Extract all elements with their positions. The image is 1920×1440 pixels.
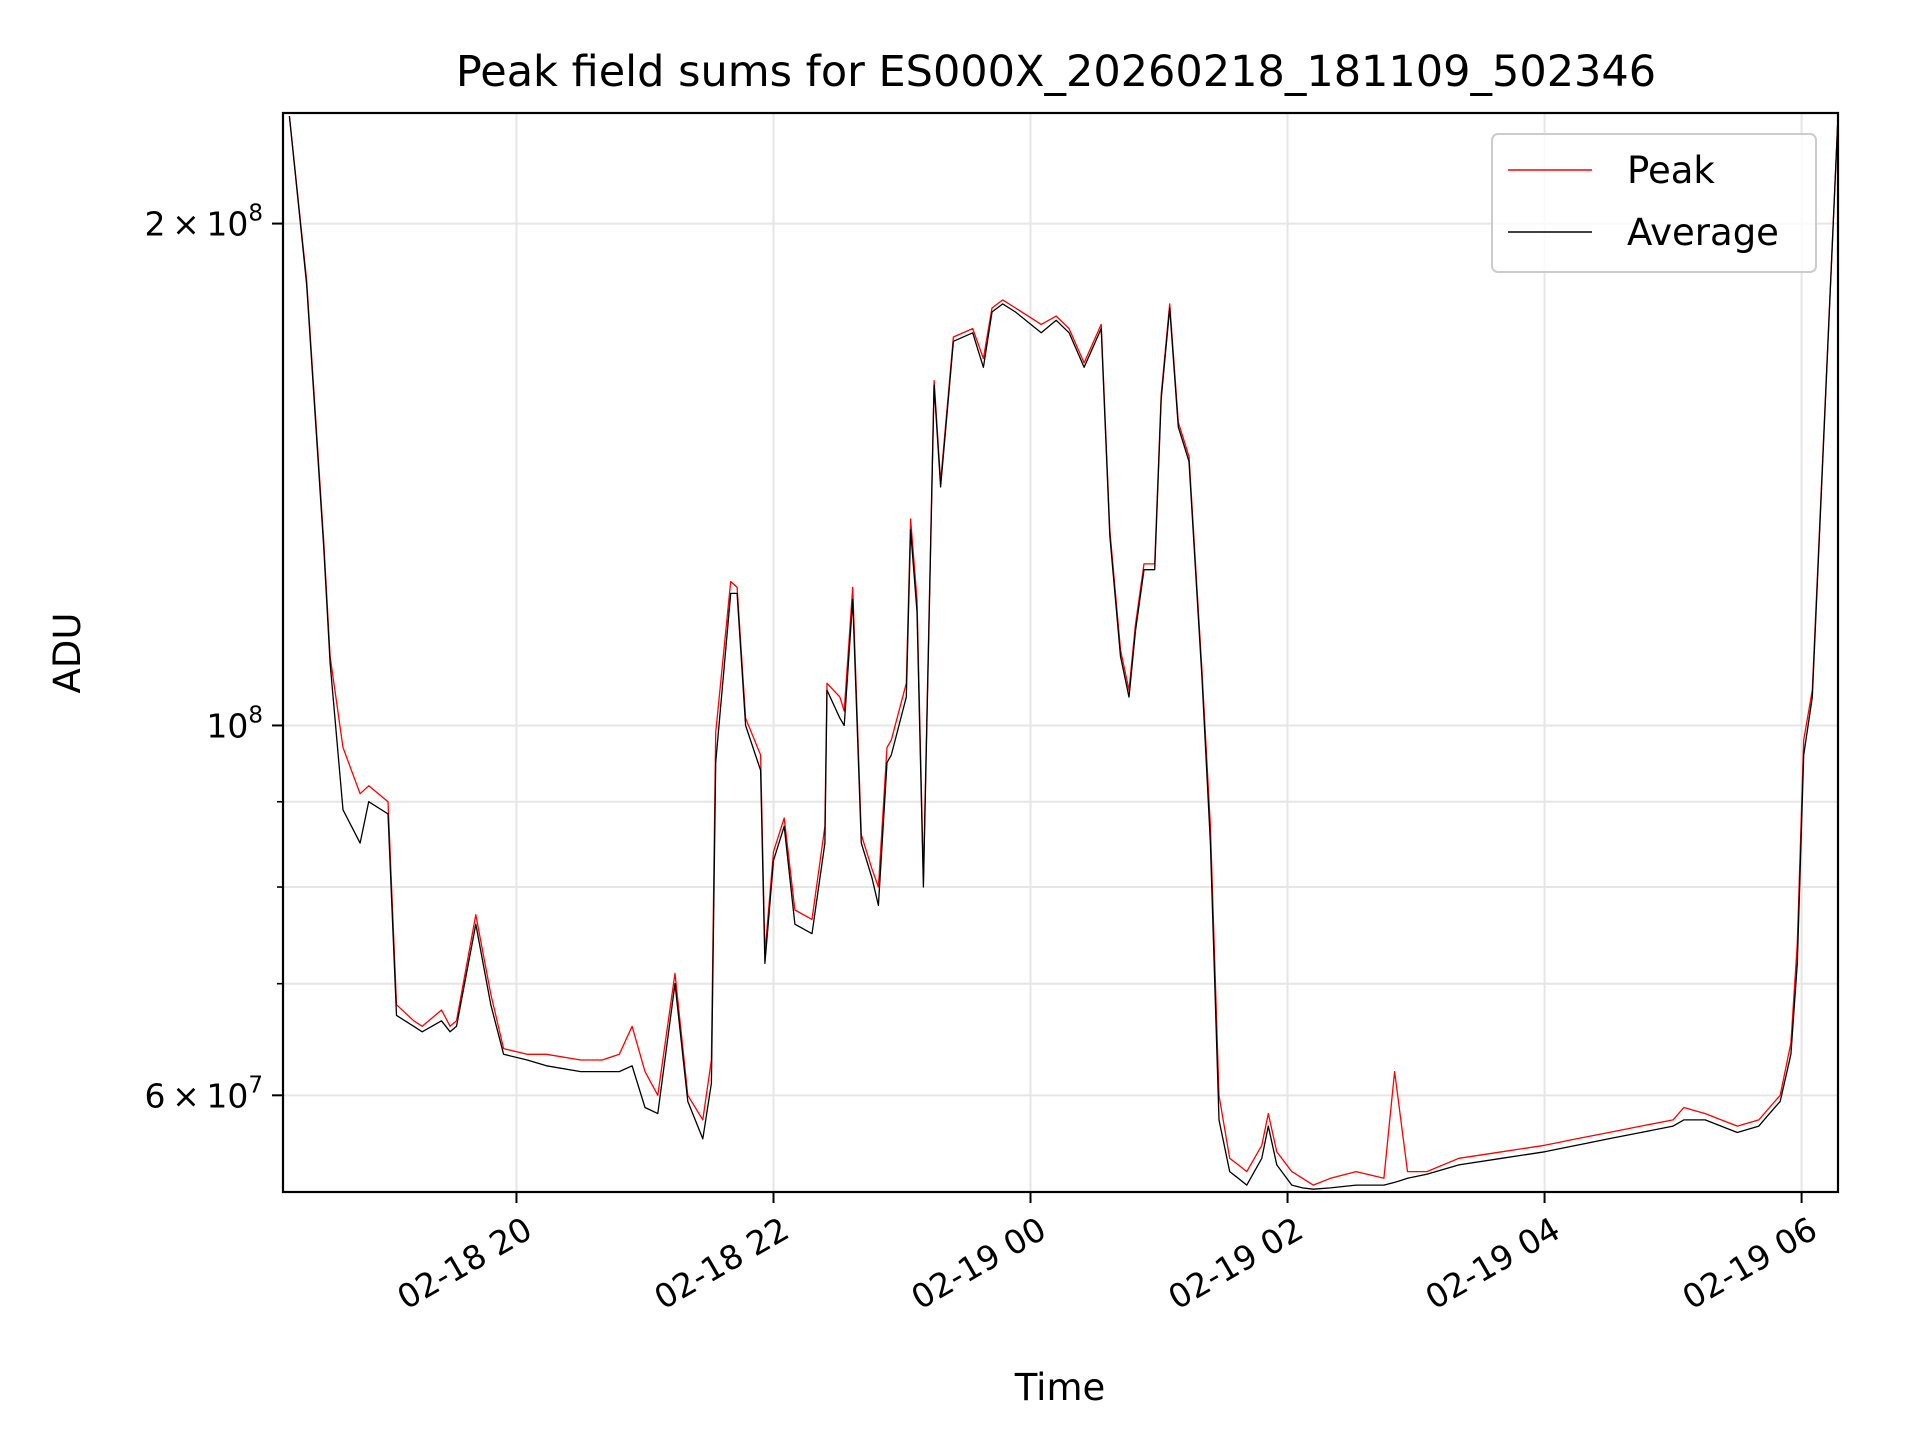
y-tick-label: 6 × 107	[145, 1072, 263, 1115]
x-tick-label: 02-18 20	[390, 1209, 538, 1317]
y-axis-label: ADU	[46, 613, 89, 694]
x-tick-label: 02-19 02	[1162, 1209, 1310, 1317]
grid	[283, 113, 1838, 1192]
x-axis: 02-18 20 02-18 22 02-19 00 02-19 02 02-19 04…	[390, 1192, 1824, 1317]
series-line-average	[288, 116, 1838, 1190]
series-layer	[288, 116, 1838, 1190]
legend-label-peak: Peak	[1627, 149, 1715, 192]
legend: Peak Average	[1491, 133, 1817, 273]
x-tick-label: 02-19 06	[1676, 1209, 1824, 1317]
x-axis-label: Time	[1014, 1366, 1106, 1409]
y-tick-label: 2 × 108	[145, 201, 263, 244]
y-axis: 6 × 107 108 2 × 108	[145, 201, 283, 1115]
x-tick-label: 02-19 04	[1419, 1209, 1567, 1317]
chart-title: Peak field sums for ES000X_20260218_1811…	[456, 47, 1656, 97]
plot-frame	[281, 111, 1840, 1194]
x-tick-label: 02-18 22	[647, 1209, 795, 1317]
x-tick-label: 02-19 00	[905, 1209, 1053, 1317]
legend-box	[1491, 133, 1817, 273]
y-tick-label: 108	[206, 702, 263, 745]
series-line-peak	[288, 116, 1838, 1186]
legend-label-average: Average	[1627, 211, 1779, 254]
